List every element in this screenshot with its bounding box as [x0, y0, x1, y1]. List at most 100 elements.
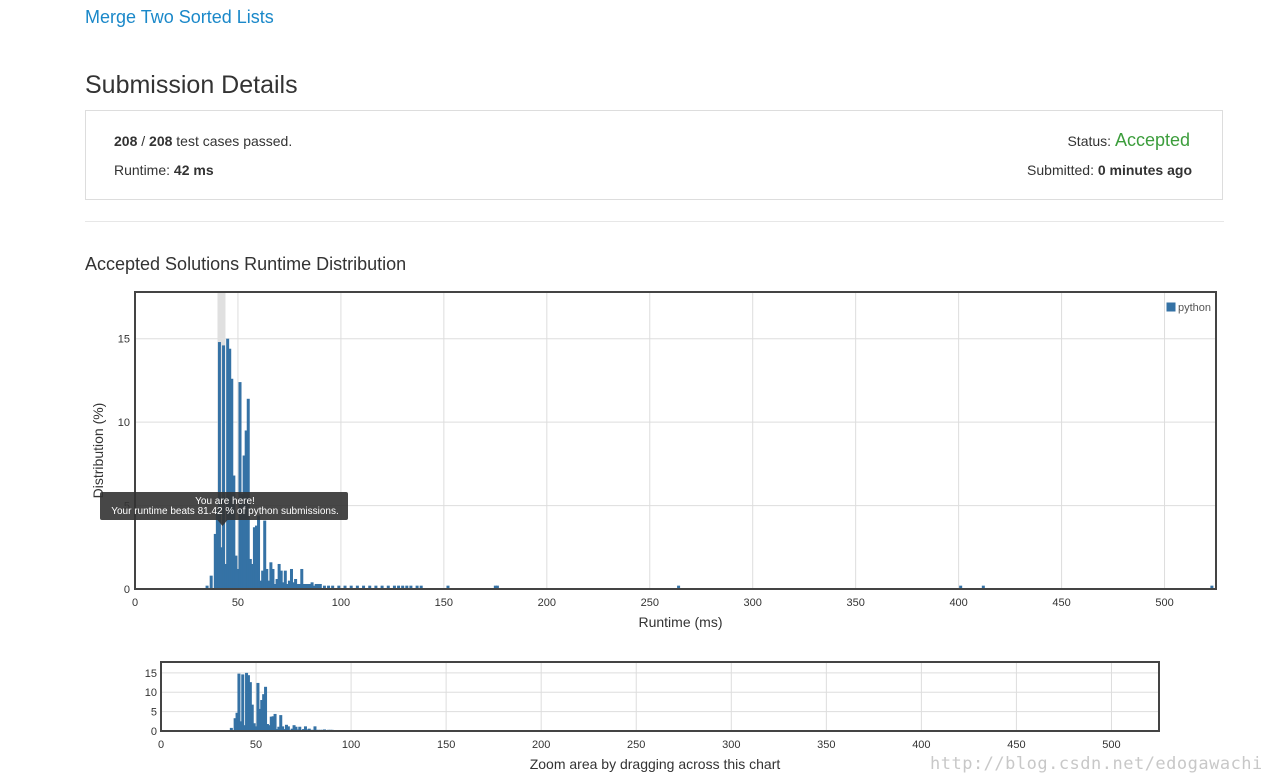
bar[interactable] [380, 585, 384, 589]
bar[interactable] [415, 585, 419, 589]
bar[interactable] [294, 578, 298, 589]
bar[interactable] [355, 585, 359, 589]
bar[interactable] [392, 585, 396, 589]
bar[interactable] [368, 585, 372, 589]
bar[interactable] [234, 555, 238, 589]
bar[interactable] [250, 563, 254, 589]
bar[interactable] [269, 562, 273, 589]
bar[interactable] [259, 580, 263, 589]
bar[interactable] [248, 558, 252, 589]
bar[interactable] [275, 578, 279, 589]
bar[interactable] [298, 583, 302, 589]
bar[interactable] [306, 583, 310, 589]
bar[interactable] [495, 585, 499, 589]
bar[interactable] [267, 580, 271, 589]
bar[interactable] [959, 585, 963, 589]
bar[interactable] [401, 585, 405, 589]
zoom-bar [307, 728, 311, 731]
bar[interactable] [283, 570, 287, 589]
bar[interactable] [322, 585, 326, 589]
bar[interactable] [419, 585, 423, 589]
zoom-y-tick-label: 5 [151, 707, 157, 719]
bar[interactable] [261, 570, 265, 589]
bar[interactable] [316, 583, 320, 589]
bar[interactable] [304, 583, 308, 589]
current-runtime-highlight [217, 292, 226, 589]
submitted-label: Submitted: [1027, 162, 1098, 178]
bar[interactable] [209, 575, 213, 589]
bar[interactable] [289, 568, 293, 589]
bar[interactable] [677, 585, 681, 589]
bar[interactable] [318, 583, 322, 589]
bar[interactable] [263, 520, 267, 589]
bar[interactable] [493, 585, 497, 589]
bar[interactable] [230, 378, 234, 589]
runtime-label: Runtime: [114, 162, 174, 178]
bar[interactable] [397, 585, 401, 589]
submission-details-panel: 208 / 208 test cases passed. Runtime: 42… [85, 110, 1223, 200]
bar[interactable] [252, 527, 256, 589]
bar[interactable] [374, 585, 378, 589]
bar[interactable] [215, 510, 219, 589]
x-tick-label: 450 [1052, 597, 1070, 609]
zoom-bar [248, 682, 252, 731]
bar[interactable] [405, 585, 409, 589]
bar[interactable] [205, 585, 209, 589]
bar[interactable] [1210, 585, 1214, 589]
bar[interactable] [226, 338, 230, 589]
zoom-bar [237, 673, 241, 731]
bar[interactable] [238, 382, 242, 589]
bar[interactable] [279, 570, 283, 589]
bar[interactable] [308, 583, 312, 589]
bar[interactable] [271, 568, 275, 589]
status-badge: Accepted [1114, 130, 1190, 150]
bar[interactable] [296, 583, 300, 589]
runtime-distribution-chart[interactable]: 050100150200250300350400450500051015Runt… [0, 0, 1261, 640]
bar[interactable] [242, 455, 246, 589]
legend-swatch [1165, 301, 1177, 313]
zoom-bar [258, 708, 262, 731]
zoom-bar [243, 725, 247, 731]
bar[interactable] [228, 348, 232, 589]
bar[interactable] [300, 568, 304, 589]
bar[interactable] [331, 585, 335, 589]
bar[interactable] [292, 582, 296, 589]
x-axis-label: Runtime (ms) [638, 614, 722, 630]
bar[interactable] [343, 585, 347, 589]
bar[interactable] [257, 515, 261, 589]
bar[interactable] [277, 563, 281, 589]
bar[interactable] [337, 585, 341, 589]
tooltip-line-1: You are here! [195, 496, 255, 507]
bar[interactable] [312, 585, 316, 589]
bar[interactable] [285, 583, 289, 589]
bar[interactable] [314, 583, 318, 589]
bar[interactable] [217, 342, 221, 589]
bar[interactable] [224, 563, 228, 589]
bar[interactable] [219, 547, 223, 589]
bar[interactable] [232, 475, 236, 589]
bar[interactable] [265, 568, 269, 589]
bar[interactable] [310, 582, 314, 589]
bar[interactable] [287, 580, 291, 589]
bar[interactable] [222, 345, 226, 589]
bar[interactable] [213, 533, 217, 589]
zoom-bar [269, 716, 273, 731]
bar[interactable] [386, 585, 390, 589]
zoom-bar [298, 726, 302, 731]
bar[interactable] [302, 583, 306, 589]
bar[interactable] [254, 525, 258, 589]
bar[interactable] [981, 585, 985, 589]
bar[interactable] [446, 585, 450, 589]
bar[interactable] [236, 568, 240, 589]
zoom-x-tick-label: 400 [912, 739, 930, 751]
bar[interactable] [273, 583, 277, 589]
status-line: Status: Accepted [1067, 130, 1190, 151]
bar[interactable] [327, 585, 331, 589]
bar[interactable] [349, 585, 353, 589]
bar[interactable] [409, 585, 413, 589]
problem-title-link[interactable]: Merge Two Sorted Lists [85, 7, 274, 27]
bar[interactable] [240, 493, 244, 589]
bar[interactable] [281, 582, 285, 589]
bar[interactable] [362, 585, 366, 589]
